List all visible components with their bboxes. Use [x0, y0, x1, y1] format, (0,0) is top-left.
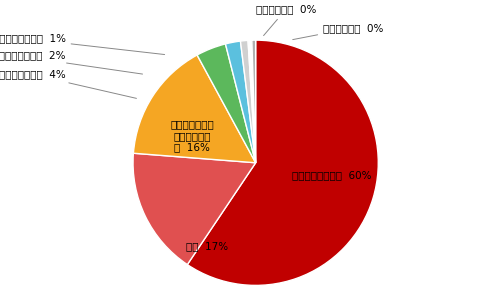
- Wedge shape: [133, 153, 256, 265]
- Text: 現金  17%: 現金 17%: [186, 241, 228, 251]
- Wedge shape: [134, 55, 256, 163]
- Wedge shape: [248, 40, 256, 163]
- Wedge shape: [252, 40, 256, 163]
- Text: ケータイ払い  0%: ケータイ払い 0%: [292, 23, 384, 40]
- Text: クレジットカード  60%: クレジットカード 60%: [292, 170, 372, 180]
- Text: 電子マネーやプリペイドカード  2%: 電子マネーやプリペイドカード 2%: [0, 50, 142, 74]
- Text: 銀行口座からの
引落や銀行振
込  16%: 銀行口座からの 引落や銀行振 込 16%: [170, 119, 214, 152]
- Text: その他もしくは分からない  1%: その他もしくは分からない 1%: [0, 33, 164, 54]
- Text: デビットカード  4%: デビットカード 4%: [0, 70, 136, 98]
- Wedge shape: [188, 40, 378, 285]
- Wedge shape: [240, 40, 256, 163]
- Wedge shape: [197, 44, 256, 163]
- Wedge shape: [226, 41, 256, 163]
- Text: ポイント払い  0%: ポイント払い 0%: [256, 5, 316, 36]
